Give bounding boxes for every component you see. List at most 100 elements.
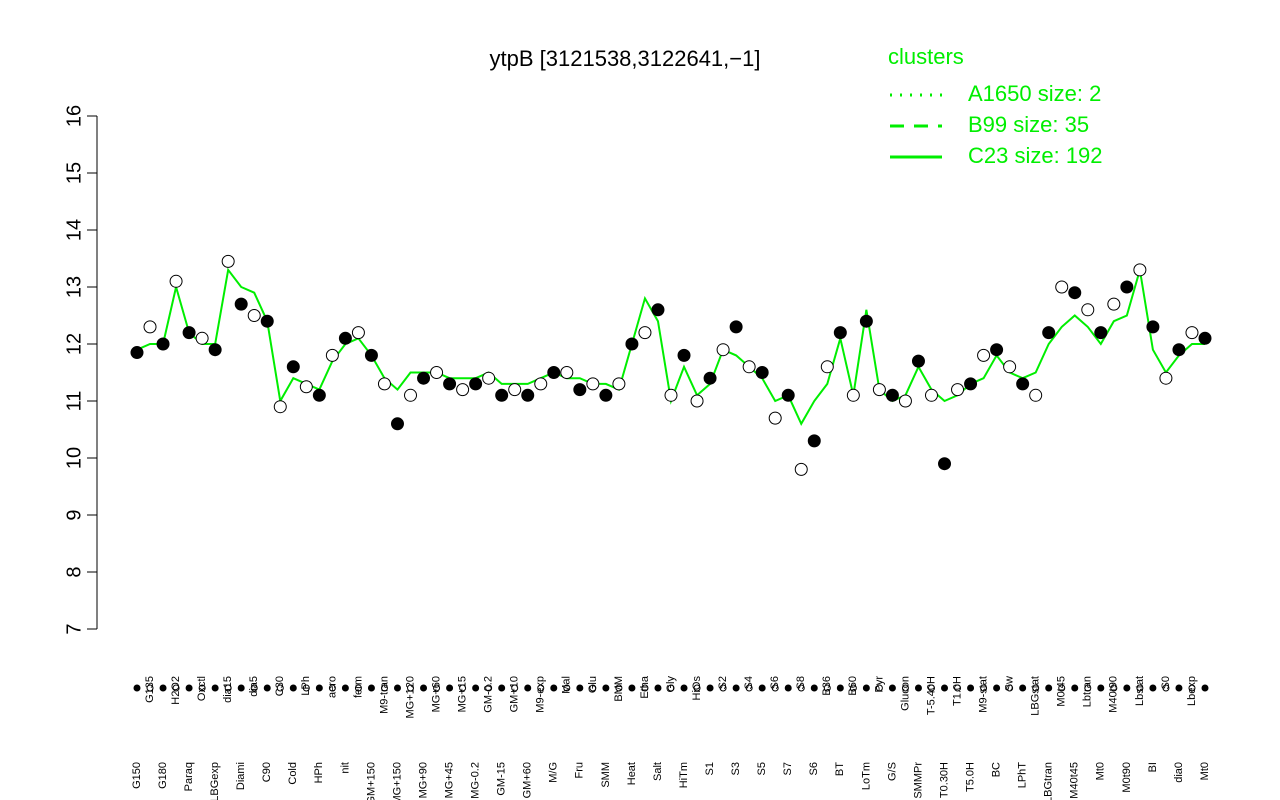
category-marker [576, 684, 584, 692]
point [1042, 326, 1056, 340]
category-marker [224, 684, 232, 692]
category-marker [537, 684, 545, 692]
point [404, 388, 418, 402]
y-tick-label: 9 [63, 509, 85, 520]
x-tick-label: Oxctl [196, 676, 208, 701]
point [1003, 360, 1017, 374]
point [182, 326, 196, 340]
category-marker [341, 684, 349, 692]
x-tick-label: T-5.40H [925, 676, 937, 715]
x-tick-label: dia5 [248, 676, 260, 697]
legend-title: clusters [888, 44, 964, 69]
x-tick-label: dia0 [1173, 762, 1185, 783]
category-marker [263, 684, 271, 692]
x-tick-label: G150 [131, 762, 143, 789]
x-tick-label: M9-exp [535, 676, 547, 713]
point [234, 297, 248, 311]
point [482, 371, 496, 385]
point [742, 360, 756, 374]
x-tick-label: SMM [600, 762, 612, 788]
category-marker [628, 684, 636, 692]
category-marker [354, 684, 362, 692]
category-marker [211, 684, 219, 692]
x-tick-label: BT [834, 762, 846, 776]
point [534, 377, 548, 391]
point [573, 383, 587, 397]
point [833, 326, 847, 340]
category-marker [693, 684, 701, 692]
point [807, 434, 821, 448]
x-tick-label: S2 [717, 676, 729, 689]
category-marker [927, 684, 935, 692]
x-tick-label: LBGexp [209, 762, 221, 800]
x-tick-label: LBGtran [1043, 762, 1055, 800]
point [169, 274, 183, 288]
category-marker [901, 684, 909, 692]
category-marker [393, 684, 401, 692]
category-marker [745, 684, 753, 692]
x-tick-label: BMM [613, 676, 625, 702]
category-marker [1188, 684, 1196, 692]
category-marker [641, 684, 649, 692]
x-tick-label: MG+15 [457, 676, 469, 712]
category-marker [276, 684, 284, 692]
x-tick-label: S8 [795, 676, 807, 689]
point [143, 320, 157, 334]
category-marker [1084, 684, 1092, 692]
x-tick-label: G180 [157, 762, 169, 789]
x-tick-label: Pyr [873, 676, 885, 693]
x-tick-label: Glucon [899, 676, 911, 711]
point [1120, 280, 1134, 294]
category-marker [172, 684, 180, 692]
x-tick-label: C30 [274, 676, 286, 696]
category-marker [732, 684, 740, 692]
x-tick-label: Fru [574, 762, 586, 779]
point [872, 383, 886, 397]
x-tick-label: dia15 [222, 676, 234, 703]
point [846, 388, 860, 402]
category-marker [550, 684, 558, 692]
category-marker [511, 684, 519, 692]
point [1172, 343, 1186, 357]
x-tick-label: T5.0H [964, 762, 976, 792]
point [260, 314, 274, 328]
category-marker [315, 684, 323, 692]
y-tick-label: 14 [63, 219, 85, 241]
point [703, 371, 717, 385]
x-tick-label: Sw [1004, 676, 1016, 691]
point [351, 326, 365, 340]
x-tick-label: M0t45 [1056, 676, 1068, 707]
category-marker [433, 684, 441, 692]
x-tick-label: S6 [808, 762, 820, 775]
category-marker [498, 684, 506, 692]
point [755, 366, 769, 379]
legend-label: B99 size: 35 [968, 112, 1089, 137]
x-tick-label: aero [326, 676, 338, 698]
point [377, 377, 391, 391]
category-marker [589, 684, 597, 692]
category-marker [1097, 684, 1105, 692]
point [417, 371, 431, 385]
point [1068, 286, 1082, 300]
category-marker [954, 684, 962, 692]
point [586, 377, 600, 391]
x-tick-label: Paraq [183, 762, 195, 791]
point [221, 254, 235, 268]
point [990, 343, 1004, 357]
point [768, 411, 782, 425]
category-marker [849, 684, 857, 692]
point [938, 457, 952, 471]
category-marker [133, 684, 141, 692]
x-tick-label: G/S [886, 762, 898, 781]
point [794, 462, 808, 476]
point [130, 346, 144, 360]
category-marker [367, 684, 375, 692]
x-tick-label: LBGstat [1030, 676, 1042, 716]
category-marker [1058, 684, 1066, 692]
category-marker [446, 684, 454, 692]
category-marker [250, 684, 258, 692]
category-marker [810, 684, 818, 692]
x-tick-label: Lbexp [1186, 676, 1198, 706]
category-marker [1123, 684, 1131, 692]
point [664, 388, 678, 402]
